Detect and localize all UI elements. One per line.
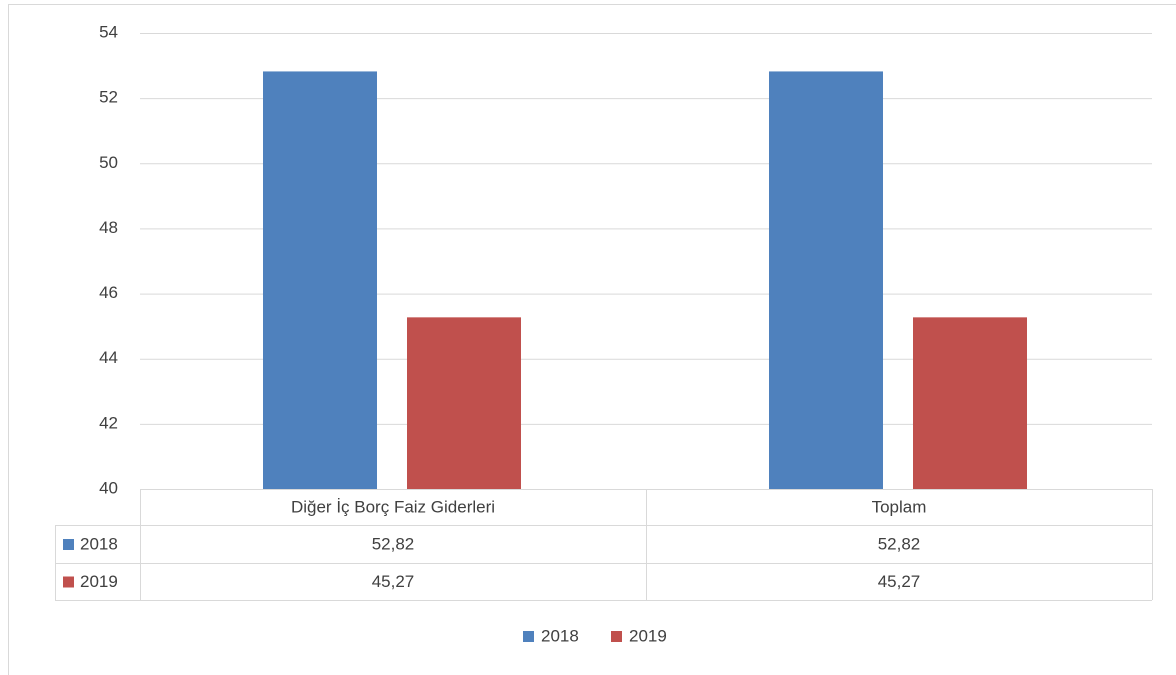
table-series-name: 2019 [80, 572, 118, 591]
y-tick-label: 44 [99, 348, 118, 367]
table-legend-key [63, 539, 74, 550]
y-tick-label: 46 [99, 283, 118, 302]
y-tick-label: 48 [99, 218, 118, 237]
y-tick-label: 50 [99, 153, 118, 172]
bar [769, 71, 883, 489]
bar [913, 317, 1027, 489]
y-tick-label: 40 [99, 478, 118, 497]
legend-label: 2019 [629, 626, 667, 645]
legend-key [611, 631, 622, 642]
y-tick-label: 52 [99, 88, 118, 107]
table-value: 52,82 [372, 534, 415, 553]
bar [407, 317, 521, 489]
legend-key [523, 631, 534, 642]
table-value: 45,27 [878, 572, 921, 591]
chart-border [8, 4, 1176, 675]
table-series-name: 2018 [80, 534, 118, 553]
y-tick-label: 42 [99, 413, 118, 432]
legend-label: 2018 [541, 626, 579, 645]
y-tick-label: 54 [99, 22, 118, 41]
table-value: 52,82 [878, 534, 921, 553]
table-value: 45,27 [372, 572, 415, 591]
table-legend-key [63, 576, 74, 588]
x-tick-label: Diğer İç Borç Faiz Giderleri [291, 497, 495, 516]
bar [263, 71, 377, 489]
x-tick-label: Toplam [872, 497, 927, 516]
